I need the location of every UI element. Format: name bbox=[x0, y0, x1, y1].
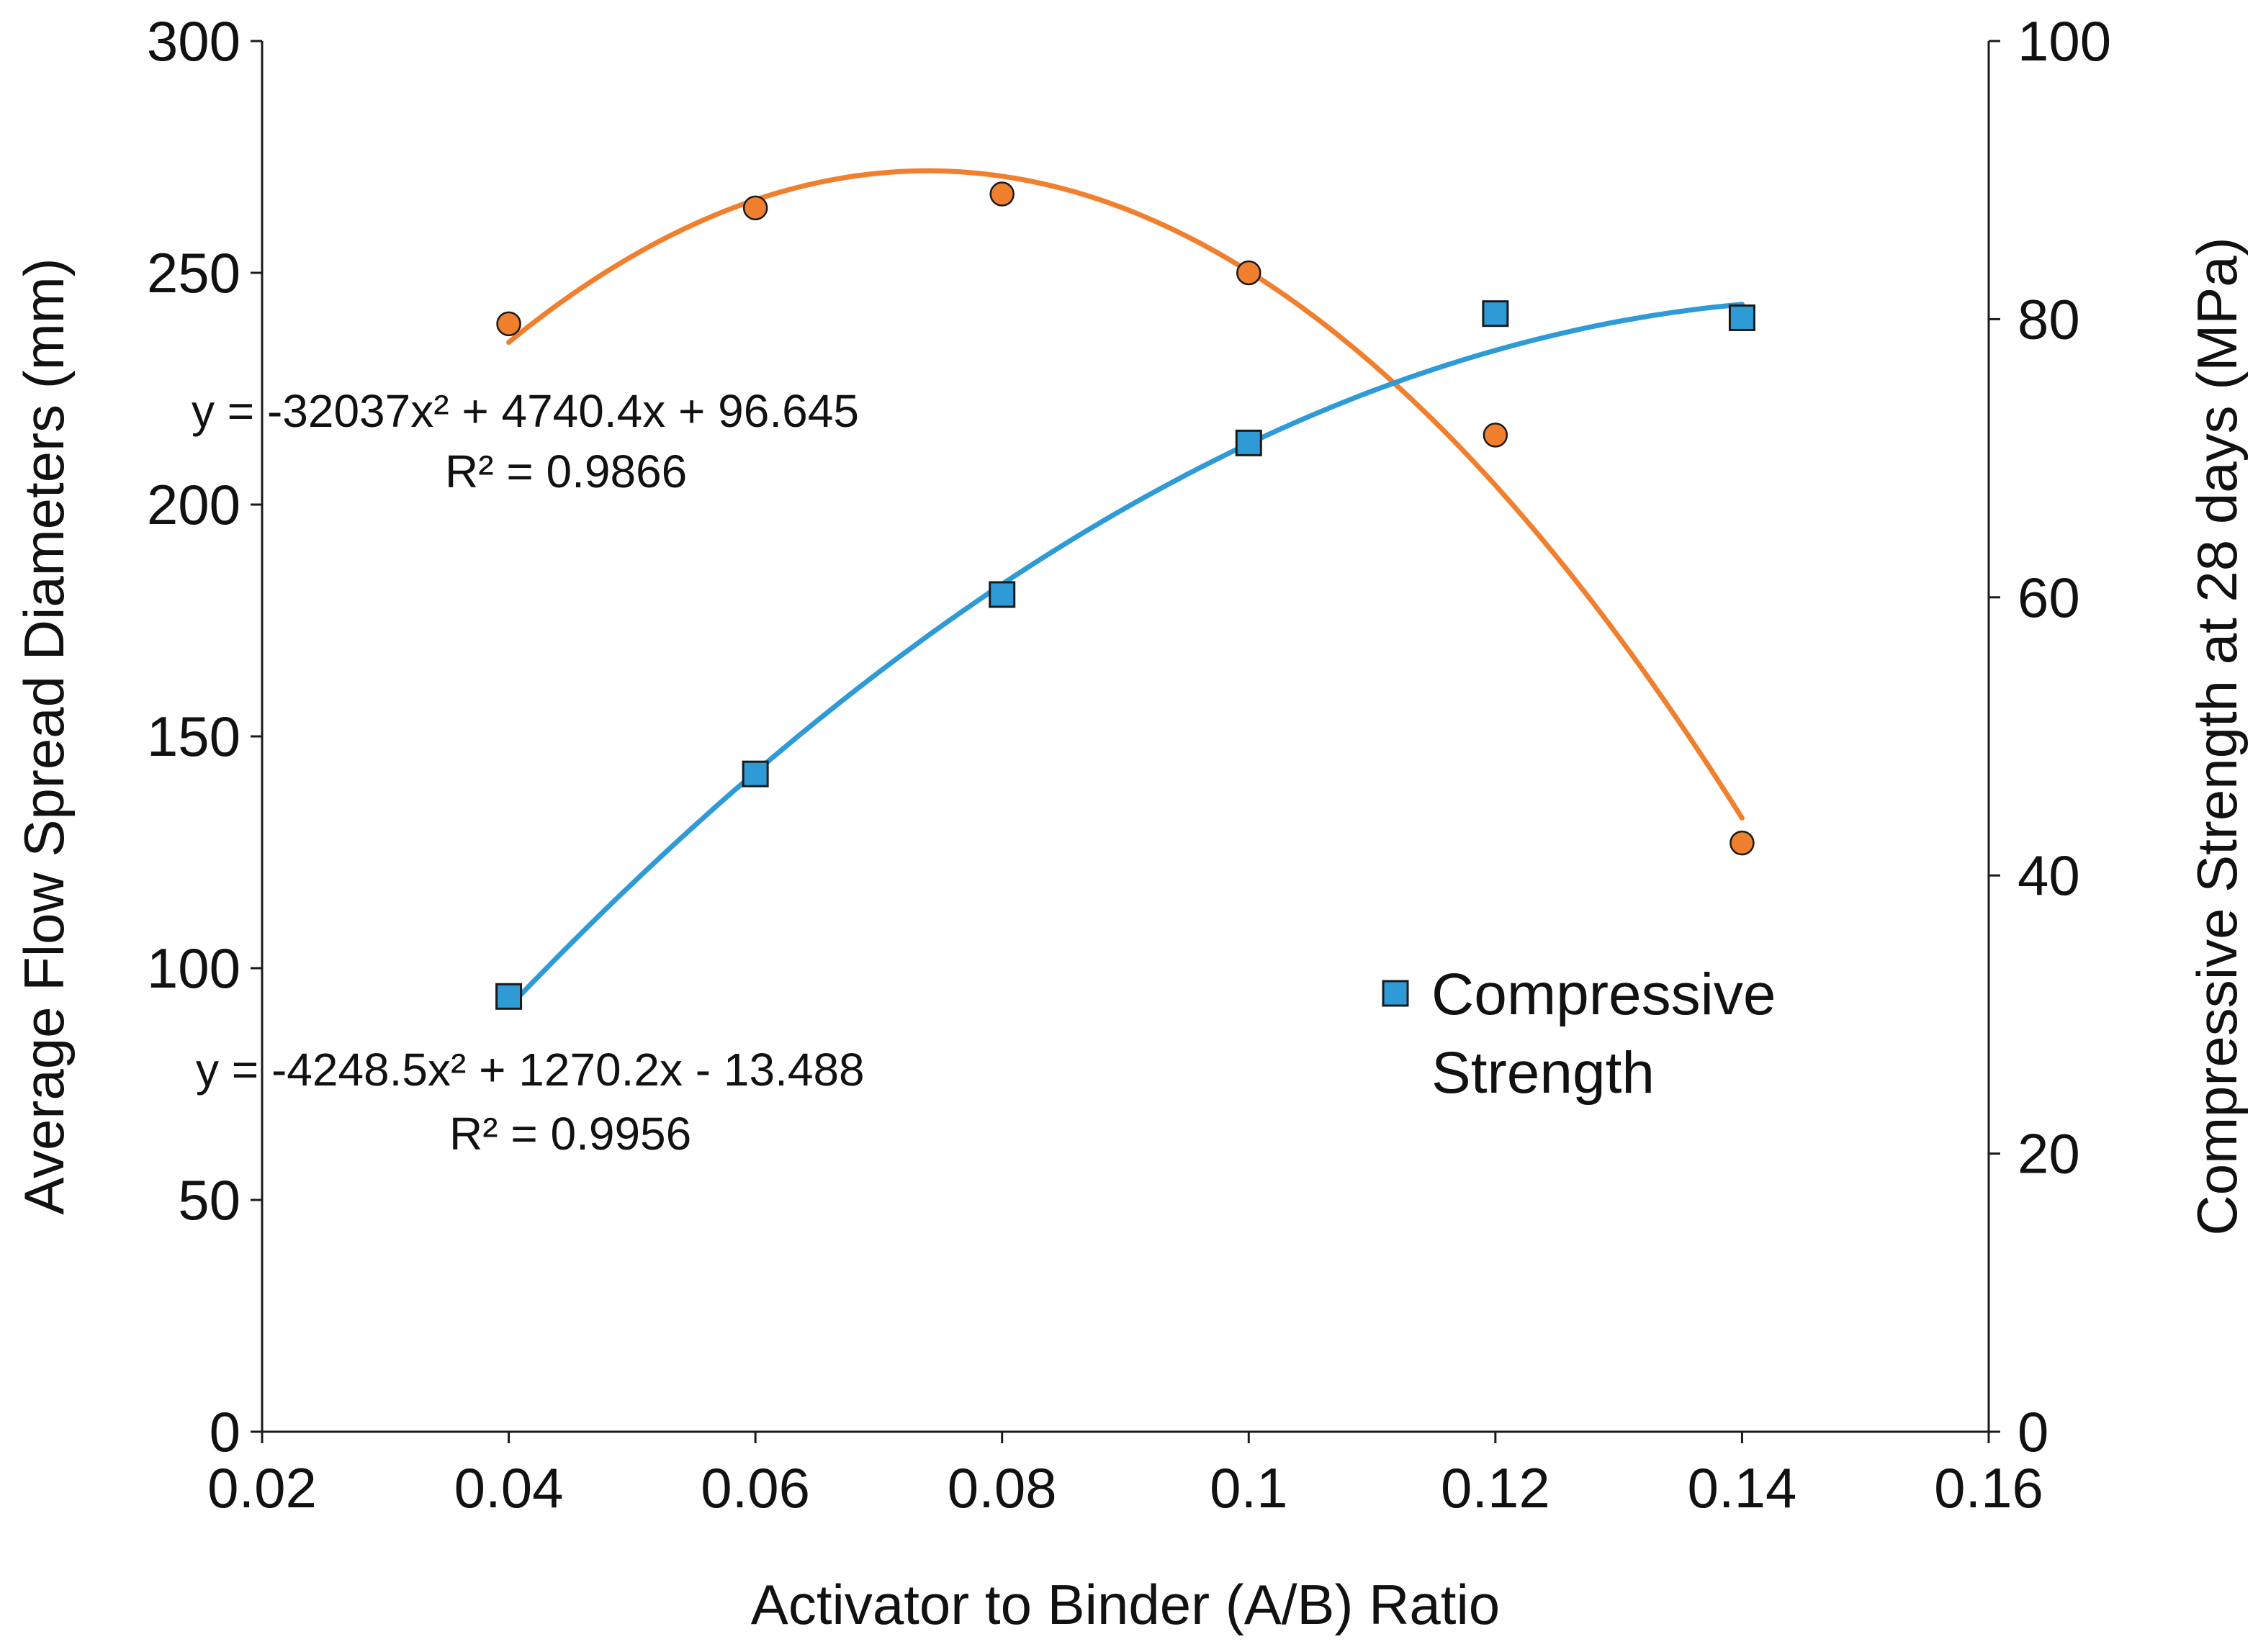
y-right-tick-label: 40 bbox=[2018, 844, 2080, 907]
y-right-tick-label: 80 bbox=[2018, 287, 2080, 351]
x-tick-label: 0.02 bbox=[207, 1456, 317, 1520]
strength-trendline-r2: R² = 0.9956 bbox=[449, 1108, 691, 1160]
y-right-tick-label: 100 bbox=[2018, 9, 2111, 73]
strength-data-point bbox=[495, 983, 523, 1010]
tick-labels: 0.02 0.04 0.06 0.08 0.1 0.12 0.14 0.16050100150… bbox=[147, 9, 2111, 1520]
y-right-tick-label: 20 bbox=[2018, 1122, 2080, 1186]
y-left-tick-label: 100 bbox=[147, 936, 240, 1000]
data-markers bbox=[495, 181, 1755, 1010]
x-tick-label: 0.08 bbox=[948, 1456, 1057, 1520]
axes bbox=[261, 41, 1990, 1433]
y-left-tick-label: 250 bbox=[147, 241, 240, 304]
x-tick-label: 0.14 bbox=[1688, 1456, 1797, 1520]
flow-trendline bbox=[506, 168, 1745, 821]
y-left-axis-title: Average Flow Spread Diameters (mm) bbox=[12, 258, 76, 1214]
y-left-tick-label: 200 bbox=[147, 473, 240, 536]
legend: Compressive Strength bbox=[1382, 962, 1776, 1106]
x-tick-label: 0.06 bbox=[701, 1456, 810, 1520]
flow-trendline-equation: y = -32037x² + 4740.4x + 96.645 bbox=[192, 385, 859, 437]
flow-trendline-r2: R² = 0.9866 bbox=[445, 446, 687, 497]
x-axis-title: Activator to Binder (A/B) Ratio bbox=[751, 1573, 1500, 1636]
flow-data-point bbox=[1236, 260, 1261, 286]
y-right-axis-title: Compressive Strength at 28 days (MPa) bbox=[2185, 237, 2249, 1235]
y-left-tick-label: 300 bbox=[147, 9, 240, 73]
strength-data-point bbox=[989, 581, 1016, 608]
x-tick-label: 0.12 bbox=[1441, 1456, 1550, 1520]
flow-data-point bbox=[989, 181, 1015, 207]
strength-data-point bbox=[1235, 429, 1262, 456]
flow-data-point bbox=[1483, 423, 1508, 448]
x-tick-label: 0.04 bbox=[454, 1456, 564, 1520]
x-tick-label: 0.16 bbox=[1934, 1456, 2043, 1520]
flow-data-point bbox=[742, 195, 768, 221]
strength-data-point bbox=[742, 760, 769, 787]
strength-data-point bbox=[1482, 300, 1509, 328]
trendlines bbox=[506, 168, 1745, 1010]
strength-data-point bbox=[1728, 304, 1755, 331]
strength-trendline bbox=[506, 302, 1745, 1010]
y-left-tick-label: 50 bbox=[178, 1168, 240, 1232]
strength-trendline-equation: y = -4248.5x² + 1270.2x - 13.488 bbox=[196, 1044, 865, 1096]
y-left-tick-label: 0 bbox=[210, 1400, 240, 1463]
flow-data-point bbox=[496, 311, 521, 337]
y-right-tick-label: 60 bbox=[2018, 566, 2080, 629]
legend-label-line1: Compressive bbox=[1431, 962, 1776, 1027]
y-left-tick-label: 150 bbox=[147, 705, 240, 768]
legend-square-marker bbox=[1382, 980, 1409, 1007]
flow-data-point bbox=[1730, 830, 1755, 856]
ticks bbox=[251, 40, 2000, 1443]
legend-label-line2: Strength bbox=[1431, 1040, 1655, 1106]
x-tick-label: 0.1 bbox=[1210, 1456, 1287, 1520]
y-right-tick-label: 0 bbox=[2018, 1400, 2048, 1463]
